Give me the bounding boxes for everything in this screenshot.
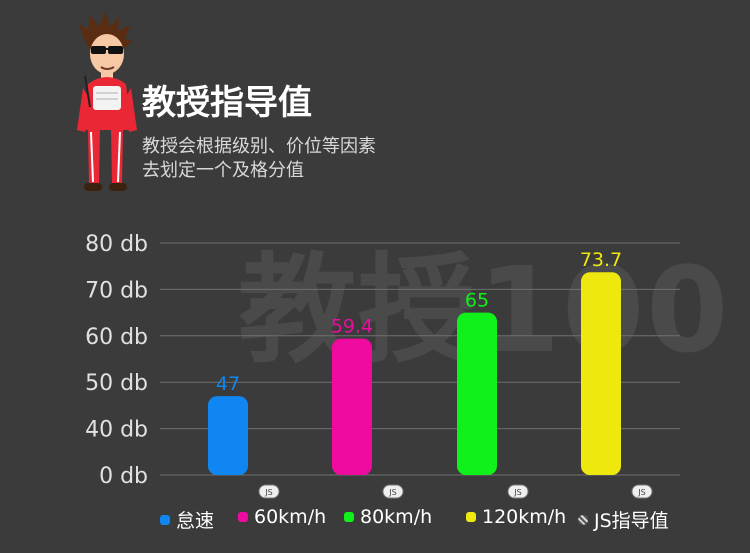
y-tick-label-0: 0 db [99,464,148,489]
data-label-3: 73.7 [580,249,622,271]
y-tick-label-3: 60 db [85,325,148,350]
legend-label-80: 80km/h [360,506,433,528]
data-labels: 47 59.4 65 73.7 [216,249,622,395]
y-tick-label-1: 40 db [85,418,148,443]
js-marker-3 [631,484,653,499]
legend-item-js: JS指导值 [578,506,669,533]
legend-label-js: JS指导值 [594,510,669,532]
mascot-illustration [70,12,142,197]
x-markers: JS JS JS JS [258,484,653,499]
bar-0 [208,396,248,475]
js-marker-label-3: JS [637,488,645,497]
legend-label-60: 60km/h [254,506,327,528]
js-marker-label-0: JS [264,488,272,497]
subtitle-line-1: 教授会根据级别、价位等因素 [142,136,376,157]
data-label-0: 47 [216,373,240,395]
legend-item-idle: 怠速 [160,506,214,533]
bars [208,272,621,475]
js-marker-label-2: JS [513,488,521,497]
legend-item-60: 60km/h [238,506,326,528]
cartoon-professor-icon [77,12,137,191]
legend-label-120: 120km/h [482,506,567,528]
legend-swatch-idle [160,514,170,525]
page-subtitle: 教授会根据级别、价位等因素 去划定一个及格分值 [142,135,432,183]
data-label-1: 59.4 [331,316,373,338]
legend-item-120: 120km/h [466,506,566,528]
data-label-2: 65 [465,290,489,312]
chart-legend: 怠速 60km/h 80km/h 120km/h JS指导值 [160,506,690,534]
y-tick-label-5: 80 db [85,232,148,257]
js-marker-1 [382,484,404,499]
legend-swatch-js [578,514,588,525]
y-tick-label-4: 70 db [85,278,148,303]
y-axis: 0 db 40 db 50 db 60 db 70 db 80 db [85,232,148,489]
legend-item-80: 80km/h [344,506,432,528]
js-marker-0 [258,484,280,499]
js-marker-2 [507,484,529,499]
bar-3 [581,272,621,475]
legend-swatch-60 [238,512,248,522]
js-marker-label-1: JS [388,488,396,497]
bar-2 [457,312,497,475]
legend-label-idle: 怠速 [176,510,215,532]
bar-1 [332,338,372,475]
page-title: 教授指导值 [142,83,312,123]
y-tick-label-2: 50 db [85,371,148,396]
subtitle-line-2: 去划定一个及格分值 [142,160,304,181]
legend-swatch-120 [466,512,476,522]
legend-swatch-80 [344,512,354,522]
